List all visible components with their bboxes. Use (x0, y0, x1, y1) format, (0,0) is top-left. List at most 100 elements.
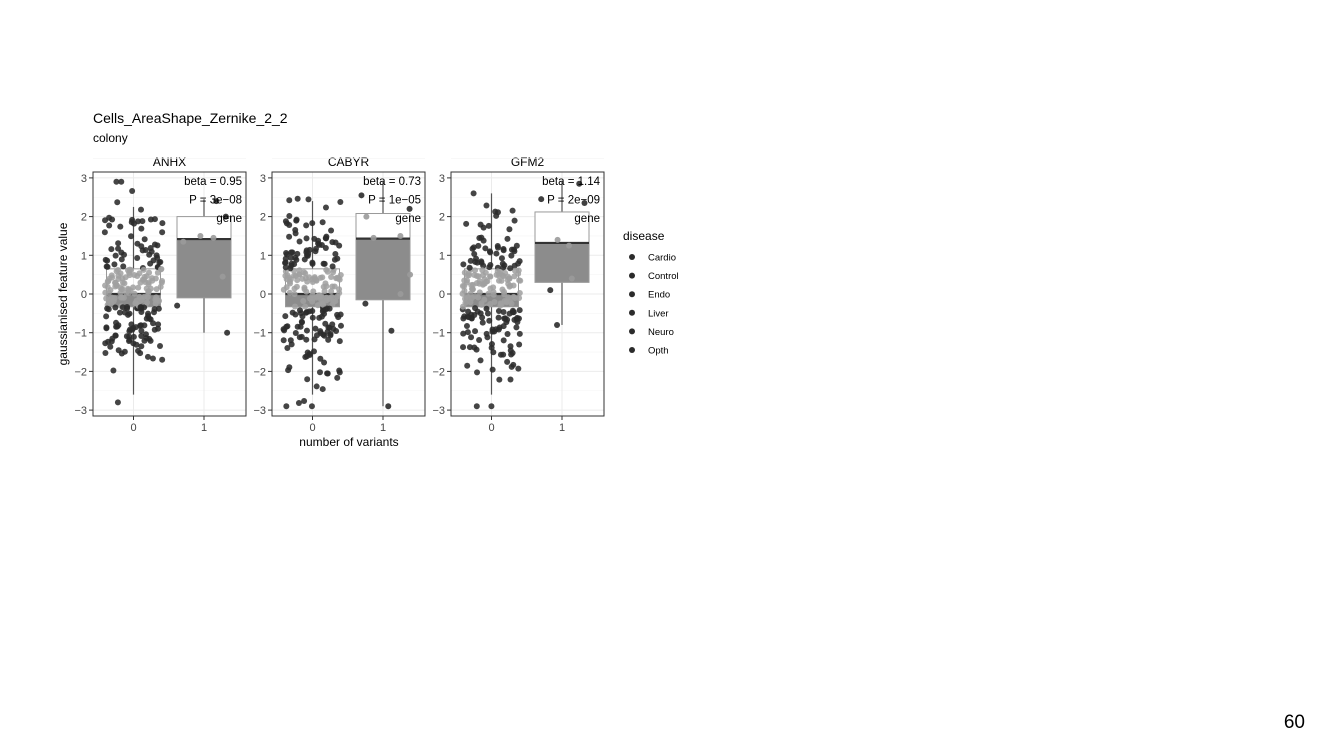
data-point (158, 279, 165, 286)
data-point (484, 310, 491, 317)
data-point (466, 344, 473, 351)
data-point (115, 347, 122, 354)
data-point (498, 277, 505, 284)
data-point (219, 273, 226, 280)
data-point (497, 300, 504, 307)
data-point (147, 316, 154, 323)
data-point (317, 355, 324, 362)
data-point (306, 308, 313, 315)
data-point (197, 232, 204, 239)
box-upper (177, 216, 231, 240)
data-point (324, 370, 331, 377)
data-point (103, 313, 110, 320)
data-point (491, 298, 498, 305)
data-point (507, 282, 514, 289)
data-point (334, 255, 341, 262)
data-point (471, 311, 478, 318)
data-point (135, 347, 142, 354)
data-point (113, 178, 120, 185)
y-tick-label: 0 (81, 289, 87, 301)
data-point (301, 286, 308, 293)
data-point (151, 326, 158, 333)
data-point (282, 264, 289, 271)
legend-title: disease (623, 229, 665, 243)
stat-annotation: gene (574, 213, 600, 225)
data-point (108, 246, 115, 253)
data-point (487, 273, 494, 280)
data-point (159, 356, 166, 363)
data-point (154, 269, 161, 276)
data-point (515, 267, 522, 274)
data-point (472, 267, 479, 274)
data-point (508, 363, 515, 370)
data-point (150, 309, 157, 316)
data-point (516, 277, 523, 284)
facet-panels: ANHX beta = 0.95 P = 3e−08 gene 0 1 −3 −2 −1 0 1 2 3… (74, 155, 605, 434)
y-tick-label: −1 (432, 328, 445, 340)
data-point (293, 216, 300, 223)
data-point (321, 260, 328, 267)
data-point (500, 337, 507, 344)
data-point (174, 302, 181, 309)
data-point (493, 212, 500, 219)
data-point (107, 343, 114, 350)
legend-label: Neuro (648, 327, 674, 338)
data-point (515, 260, 522, 267)
data-point (506, 275, 513, 282)
data-point (103, 325, 110, 332)
chart-subtitle: colony (93, 131, 128, 145)
data-point (302, 303, 309, 310)
data-point (328, 288, 335, 295)
stat-annotation: beta = 0.95 (184, 176, 242, 188)
data-point (322, 280, 329, 287)
y-tick-label: −3 (432, 405, 445, 417)
legend-key (629, 291, 635, 298)
data-point (114, 199, 121, 206)
data-point (510, 293, 517, 300)
data-point (464, 313, 471, 320)
data-point (131, 290, 138, 297)
legend-key (629, 254, 635, 260)
data-point (327, 331, 334, 338)
data-point (149, 355, 156, 362)
data-point (104, 257, 111, 264)
data-point (318, 297, 325, 304)
data-point (302, 353, 309, 360)
facet-anhx: ANHX beta = 0.95 P = 3e−08 gene 0 1 −3 −2 −1 0 1 2 3 (74, 155, 247, 434)
data-point (296, 267, 303, 274)
x-tick-label: 0 (488, 422, 494, 434)
data-point (471, 344, 478, 351)
data-point (138, 343, 145, 350)
legend-key (629, 328, 635, 335)
data-point (180, 238, 187, 245)
data-point (478, 259, 485, 266)
data-point (158, 266, 165, 273)
y-tick-label: 1 (439, 250, 445, 262)
data-point (112, 279, 119, 286)
data-point (312, 245, 319, 252)
data-point (516, 294, 523, 301)
data-point (314, 302, 321, 309)
y-tick-label: 3 (260, 173, 266, 185)
data-point (485, 290, 492, 297)
data-point (475, 242, 482, 249)
data-point (463, 220, 470, 227)
data-point (476, 289, 483, 296)
data-point (494, 244, 501, 251)
data-point (151, 241, 158, 248)
data-point (301, 398, 308, 405)
data-point (568, 275, 575, 282)
data-point (554, 321, 561, 328)
data-point (477, 221, 484, 228)
data-point (303, 336, 310, 343)
data-point (503, 299, 510, 306)
data-point (108, 338, 115, 345)
data-point (505, 294, 512, 301)
y-tick-label: −3 (74, 405, 87, 417)
data-point (291, 290, 298, 297)
data-point (337, 322, 344, 329)
data-point (495, 314, 502, 321)
data-point (213, 198, 220, 205)
box-lower (535, 242, 589, 283)
data-point (296, 238, 303, 245)
